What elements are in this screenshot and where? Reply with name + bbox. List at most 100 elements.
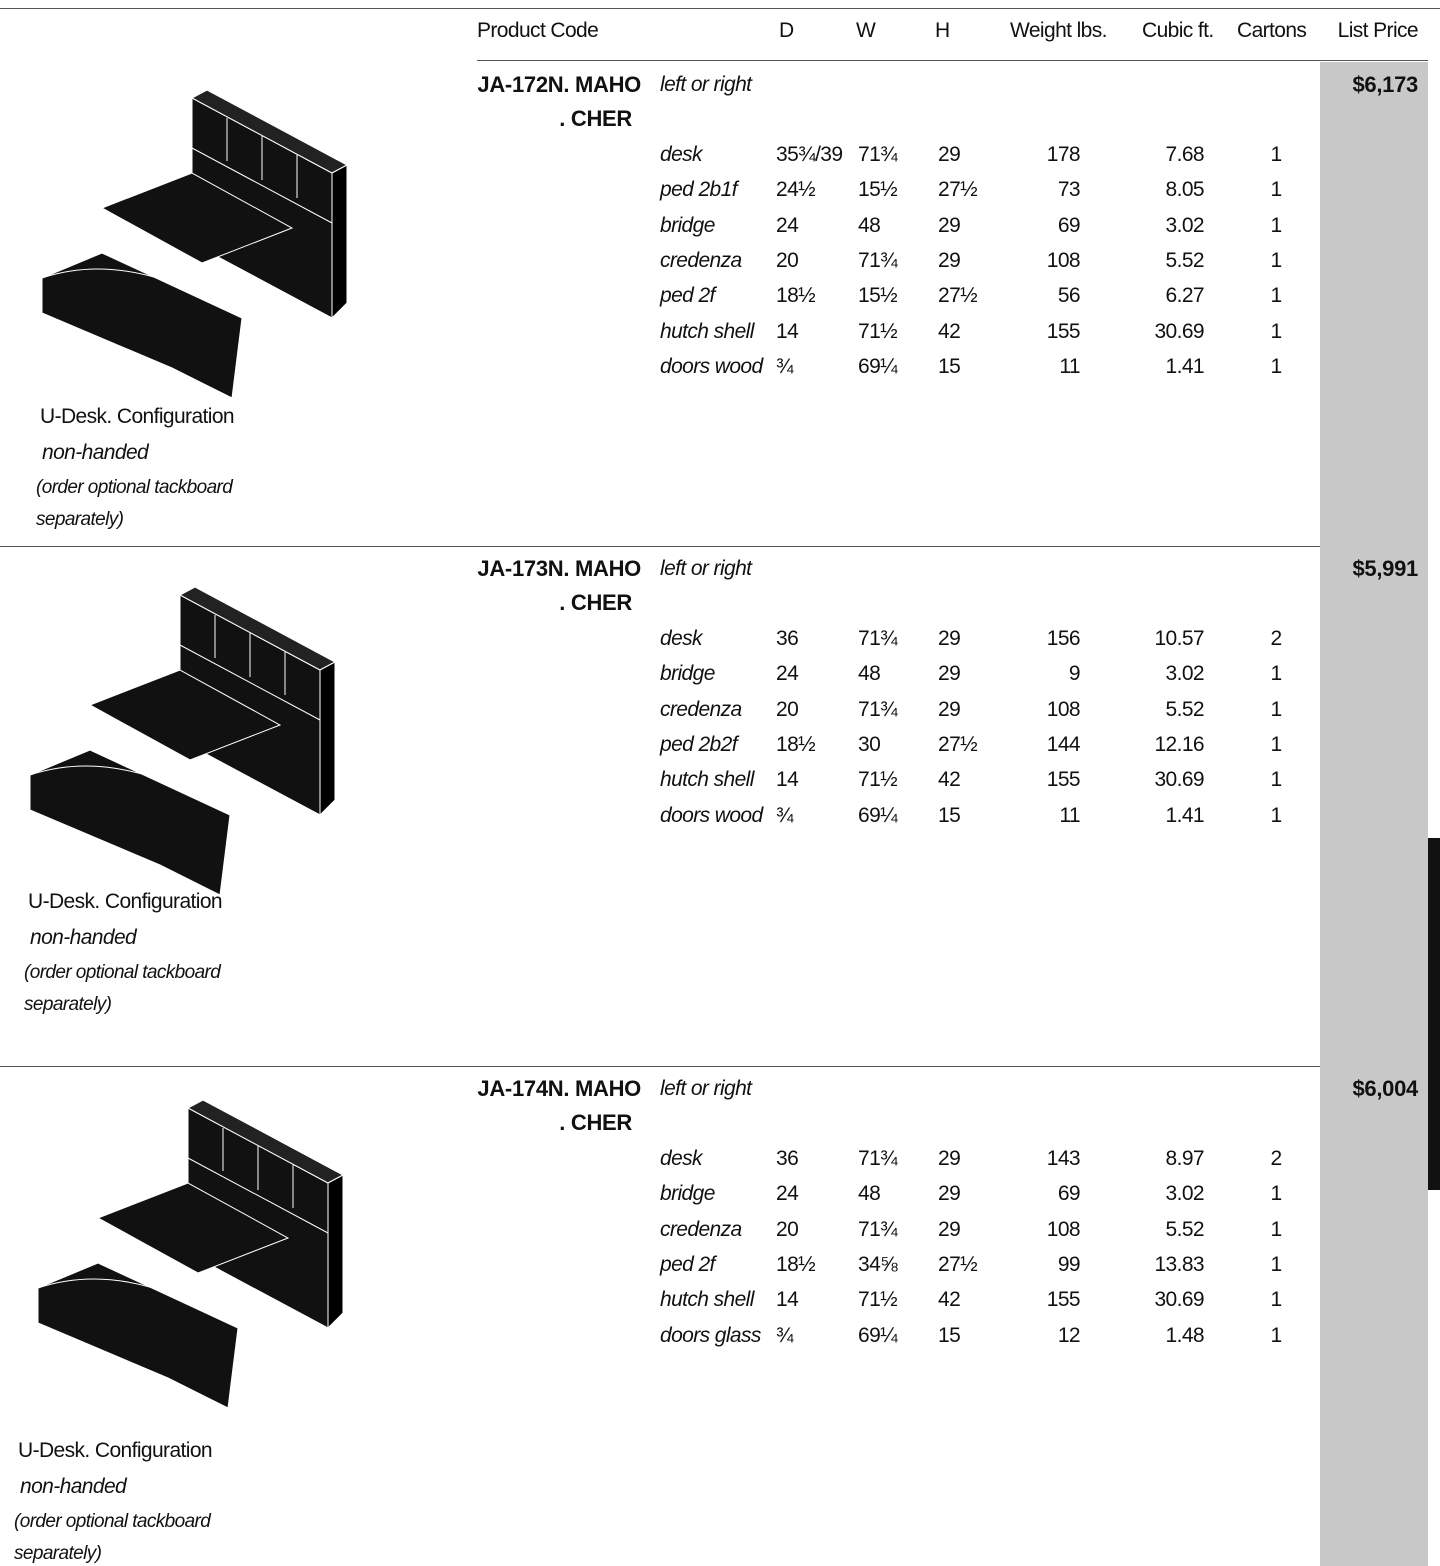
section-rule (0, 1066, 1320, 1067)
spec-value: 1 (1270, 143, 1282, 166)
spec-value: 20 (776, 697, 799, 721)
spec-value: 14 (776, 1288, 799, 1312)
spec-value: 27½ (938, 732, 978, 756)
column-header: Cubic ft. (1142, 19, 1214, 42)
spec-value: ¾ (776, 354, 794, 378)
section-rule (0, 546, 1320, 547)
spec-value: ¾ (776, 803, 794, 827)
spec-value: 1 (1270, 354, 1282, 378)
product-code: JA-172N. MAHO (477, 72, 641, 97)
spec-value: 29 (938, 697, 961, 721)
spec-value: 11 (1059, 354, 1080, 378)
spec-value: 71½ (858, 319, 898, 343)
spec-value: 27½ (938, 284, 978, 308)
component-name: doors glass (660, 1323, 761, 1347)
spec-value: 30.69 (1154, 768, 1204, 792)
component-name: bridge (660, 662, 715, 686)
spec-value: 24 (776, 1182, 799, 1206)
spec-value: 27½ (938, 178, 978, 202)
handing: left or right (660, 1077, 752, 1100)
spec-value: 10.57 (1154, 627, 1204, 650)
spec-value: 48 (858, 213, 881, 237)
spec-value: 15½ (858, 284, 898, 308)
spec-value: 99 (1057, 1252, 1081, 1276)
spec-value: 1 (1270, 697, 1282, 721)
spec-value: 155 (1046, 319, 1081, 343)
spec-value: 69 (1057, 1182, 1081, 1206)
spec-value: 1 (1270, 248, 1282, 272)
component-name: ped 2b1f (660, 178, 738, 202)
component-name: hutch shell (660, 1288, 754, 1312)
column-header: List Price (1337, 19, 1419, 42)
spec-value: 30.69 (1154, 1288, 1204, 1312)
top-rule (0, 8, 1440, 9)
column-header: H (935, 19, 950, 42)
caption-note: separately) (14, 1543, 102, 1564)
spec-value: 1 (1270, 319, 1282, 343)
component-name: bridge (660, 1182, 715, 1206)
column-header: D (779, 19, 794, 42)
spec-value: 29 (938, 248, 961, 272)
spec-value: 3.02 (1165, 213, 1205, 237)
spec-value: 108 (1046, 1217, 1081, 1241)
caption-subtitle: non-handed (30, 926, 137, 949)
spec-value: 156 (1046, 627, 1081, 650)
spec-value: 69¼ (858, 354, 898, 378)
spec-value: 24 (776, 213, 799, 237)
spec-value: 34⅝ (858, 1252, 898, 1276)
spec-value: 29 (938, 1217, 961, 1241)
caption-note: separately) (36, 509, 124, 530)
spec-value: 1 (1270, 662, 1282, 686)
caption-title: U-Desk. Configuration (40, 405, 235, 428)
spec-value: 1 (1270, 1252, 1282, 1276)
list-price: $5,991 (1352, 556, 1419, 581)
caption-title: U-Desk. Configuration (18, 1439, 213, 1462)
spec-value: 18½ (776, 284, 816, 308)
component-name: credenza (660, 1217, 742, 1241)
spec-value: 14 (776, 319, 799, 343)
column-header: Product Code (477, 19, 599, 42)
spec-value: 71¾ (858, 248, 898, 272)
spec-value: 2 (1270, 1147, 1282, 1170)
spec-value: 18½ (776, 732, 816, 756)
spec-value: 12.16 (1154, 732, 1204, 756)
spec-value: 69¼ (858, 803, 898, 827)
spec-value: 6.27 (1165, 284, 1205, 308)
spec-value: 56 (1057, 284, 1081, 308)
spec-value: 71¾ (858, 697, 898, 721)
column-header: Cartons (1237, 19, 1307, 42)
spec-value: 15 (938, 803, 961, 827)
spec-value: 71¾ (858, 1147, 898, 1170)
spec-value: 71¾ (858, 1217, 898, 1241)
component-name: ped 2f (660, 1252, 715, 1276)
list-price: $6,004 (1352, 1076, 1419, 1101)
header-rule (477, 60, 1428, 61)
spec-value: 35¾/39 (776, 143, 843, 166)
spec-value: 3.02 (1165, 662, 1205, 686)
spec-value: 1 (1270, 178, 1282, 202)
spec-value: 15½ (858, 178, 898, 202)
column-header: Weight lbs. (1010, 19, 1108, 42)
product-code: JA-173N. MAHO (477, 556, 641, 581)
spec-value: 73 (1057, 178, 1081, 202)
spec-value: 1 (1270, 1217, 1282, 1241)
component-name: desk (660, 627, 703, 650)
spec-value: 1 (1270, 1288, 1282, 1312)
component-name: doors wood (660, 354, 763, 378)
spec-value: 108 (1046, 697, 1081, 721)
spec-value: 1 (1270, 732, 1282, 756)
spec-value: 2 (1270, 627, 1282, 650)
spec-value: 18½ (776, 1252, 816, 1276)
spec-value: 3.02 (1165, 1182, 1205, 1206)
spec-value: 71¾ (858, 627, 898, 650)
handing: left or right (660, 557, 752, 580)
spec-value: 24 (776, 662, 799, 686)
spec-value: 36 (776, 627, 799, 650)
side-tab (1428, 838, 1440, 1190)
spec-value: 13.83 (1154, 1252, 1204, 1276)
spec-value: 30 (858, 732, 881, 756)
spec-value: 1.41 (1165, 803, 1205, 827)
spec-value: 36 (776, 1147, 799, 1170)
spec-value: 14 (776, 768, 799, 792)
